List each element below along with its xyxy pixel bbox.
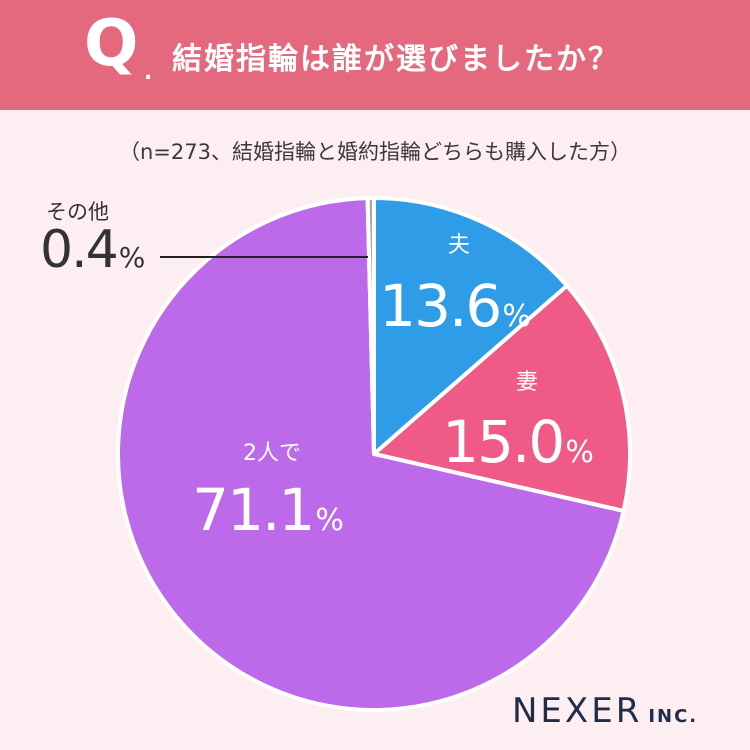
question-text: 結婚指輪は誰が選びましたか？ [172,42,620,77]
brand-logo: NEXER INC. [512,694,698,728]
slice-value-other-number: 0.4 [40,220,119,280]
slice-label-other: その他 [46,200,109,224]
slice-value-husband: 13.6% [379,272,531,340]
slice-value-together: 71.1% [192,476,344,544]
slice-label-wife: 妻 [516,370,538,395]
question-header: Q . 結婚指輪は誰が選びましたか？ [0,0,750,110]
brand-suffix: INC. [648,706,699,727]
brand-name: NEXER [512,691,643,731]
slice-label-together: 2人で [243,441,301,466]
pie-slice-other [365,196,376,456]
pie-slice-husband [372,196,569,456]
slice-value-other-unit: % [118,241,146,274]
slice-value-other: 0.4% [40,224,145,276]
slice-label-husband: 夫 [448,233,470,258]
sample-note: （n=273、結婚指輪と婚約指輪どちらも購入した方） [119,140,631,164]
q-mark: Q [84,7,139,81]
slice-value-wife: 15.0% [442,408,594,476]
pie-slice-together [116,196,626,712]
pie-slice-wife [372,283,632,513]
q-dot: . [144,60,153,85]
